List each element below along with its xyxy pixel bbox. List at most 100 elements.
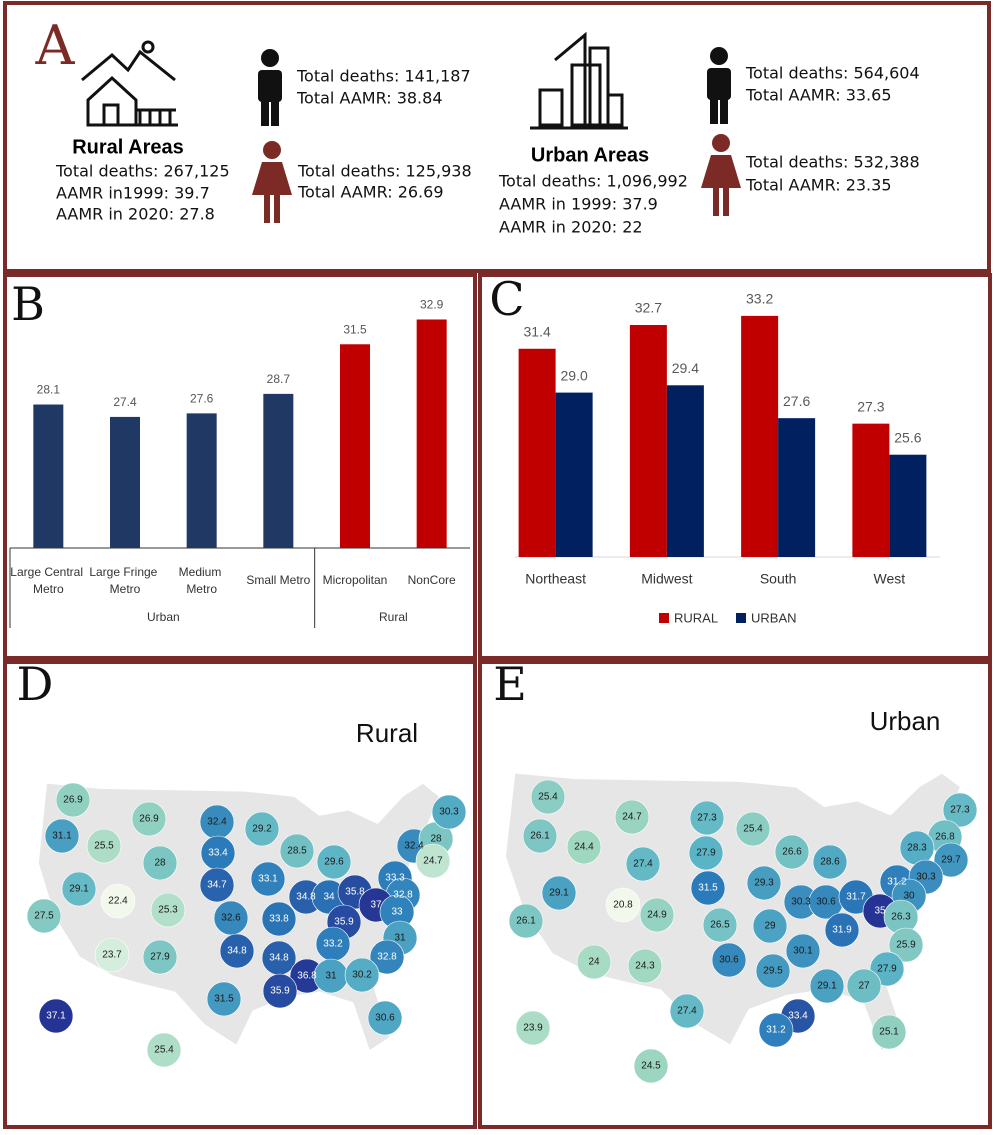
state-value: 31.1 <box>52 831 72 842</box>
state-value: 29.5 <box>763 966 783 977</box>
state-value: 31.5 <box>698 883 718 894</box>
bar <box>555 392 593 557</box>
state-value: 24.7 <box>423 856 443 867</box>
state-value: 31.5 <box>214 994 234 1005</box>
state-value: 30.6 <box>375 1013 395 1024</box>
bar <box>416 319 447 548</box>
state <box>150 892 186 928</box>
state <box>94 937 130 973</box>
state-value: 24.9 <box>647 910 667 921</box>
state-value: 33.4 <box>208 848 228 859</box>
state-value: 30.6 <box>719 955 739 966</box>
state-value: 33.8 <box>269 914 289 925</box>
state-value: 31 <box>325 971 337 982</box>
state <box>44 818 80 854</box>
rural-male: Total AAMR: 38.84 <box>296 89 443 108</box>
map-title: Urban <box>870 706 941 736</box>
panel-a-frame <box>3 1 991 273</box>
rural-line: AAMR in 2020: 27.8 <box>56 205 215 224</box>
state <box>55 782 91 818</box>
state-value: 30.3 <box>439 807 459 818</box>
state-value: 27.9 <box>150 952 170 963</box>
state-value: 23.7 <box>102 950 122 961</box>
city-icon <box>530 31 628 130</box>
state <box>752 908 788 944</box>
urban-male: Total AAMR: 33.65 <box>745 86 892 105</box>
state-value: 28.5 <box>287 846 307 857</box>
value-label: 28.7 <box>267 372 291 386</box>
state <box>199 867 235 903</box>
state-value: 27.4 <box>633 859 653 870</box>
group-label: Urban <box>147 610 180 624</box>
state-value: 26.8 <box>935 832 955 843</box>
state <box>711 942 747 978</box>
state-value: 24 <box>588 957 600 968</box>
state <box>279 833 315 869</box>
map-outline <box>504 772 962 1053</box>
state <box>131 801 167 837</box>
bar <box>518 348 556 557</box>
state-value: 29.6 <box>324 857 344 868</box>
value-label: 27.3 <box>857 398 884 414</box>
state <box>515 1010 551 1046</box>
state-value: 32.8 <box>377 952 397 963</box>
state-value: 28.3 <box>907 843 927 854</box>
rural-female: Total deaths: 125,938 <box>297 162 472 181</box>
state-value: 29.1 <box>817 981 837 992</box>
state-value: 31.2 <box>887 877 907 888</box>
state-value: 22.4 <box>108 896 128 907</box>
panel-b-frame <box>3 273 477 660</box>
state-value: 35.8 <box>345 887 365 898</box>
value-label: 27.6 <box>783 393 810 409</box>
state <box>26 898 62 934</box>
state-value: 25.4 <box>154 1045 174 1056</box>
state-value: 20.8 <box>613 900 633 911</box>
state <box>522 818 558 854</box>
rural-title: Rural Areas <box>72 136 184 158</box>
value-label: 27.4 <box>113 395 137 409</box>
state <box>344 957 380 993</box>
legend-label: URBAN <box>751 610 797 625</box>
state-value: 30 <box>903 891 915 902</box>
value-label: 33.2 <box>746 291 773 307</box>
state-value: 32.4 <box>404 841 424 852</box>
state-value: 24.3 <box>635 961 655 972</box>
bar <box>666 385 704 557</box>
rural-female: Total AAMR: 26.69 <box>297 183 444 202</box>
state <box>38 998 74 1034</box>
state-value: 27.5 <box>34 911 54 922</box>
bar <box>263 393 294 548</box>
state-value: 28 <box>430 834 442 845</box>
state <box>250 861 286 897</box>
state <box>746 865 782 901</box>
state <box>785 933 821 969</box>
state-value: 25.1 <box>879 1027 899 1038</box>
state <box>690 870 726 906</box>
value-label: 29.0 <box>561 367 588 383</box>
state-value: 30.3 <box>916 872 936 883</box>
state <box>508 903 544 939</box>
rural-line: AAMR in1999: 39.7 <box>56 184 210 203</box>
state <box>735 811 771 847</box>
state-value: 34.8 <box>269 953 289 964</box>
state-value: 26.9 <box>139 814 159 825</box>
state <box>530 779 566 815</box>
rural-male: Total deaths: 141,187 <box>296 67 471 86</box>
x-tick-label: Medium Metro <box>179 565 225 596</box>
state <box>933 842 969 878</box>
state-value: 27 <box>858 981 870 992</box>
state-value: 33.3 <box>385 873 405 884</box>
state <box>367 1000 403 1036</box>
state <box>415 843 451 879</box>
value-label: 27.6 <box>190 392 214 406</box>
state <box>871 1014 907 1050</box>
bar <box>110 416 140 548</box>
panel-letter: C <box>489 272 524 326</box>
state-value: 25.3 <box>158 905 178 916</box>
bar <box>33 404 64 548</box>
legend-swatch <box>736 613 746 623</box>
urban-line: AAMR in 2020: 22 <box>499 218 643 237</box>
state-value: 29.3 <box>754 878 774 889</box>
state-value: 29.7 <box>941 855 961 866</box>
